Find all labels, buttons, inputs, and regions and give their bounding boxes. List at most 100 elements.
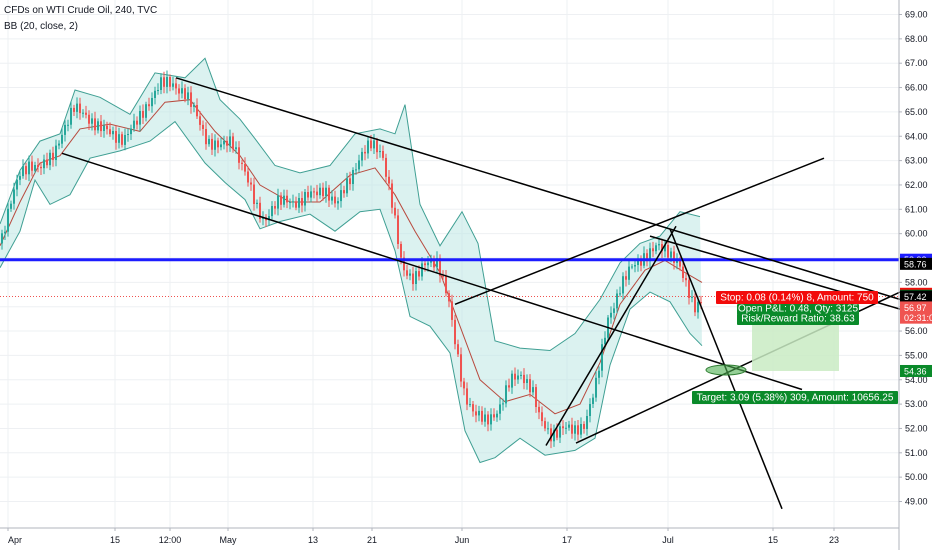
risk-reward-label-bg [737, 314, 859, 325]
y-tick-label: 50.00 [905, 472, 928, 482]
candle-body [532, 387, 534, 393]
candle-body [214, 140, 216, 150]
candle-body [649, 248, 651, 261]
candle-body [331, 196, 333, 201]
trend-line[interactable] [545, 225, 677, 446]
legend-indicator: BB (20, close, 2) [4, 21, 78, 32]
candle-body [670, 251, 672, 258]
bb-fill [0, 58, 702, 463]
candle-body [478, 410, 480, 416]
candle-body [400, 244, 402, 258]
candle-body [403, 257, 405, 271]
candle-body [103, 125, 105, 131]
y-tick-label: 60.00 [905, 229, 928, 239]
y-tick-label: 65.00 [905, 107, 928, 117]
candle-body [67, 124, 69, 126]
candle-body [475, 411, 477, 416]
candle-body [634, 265, 636, 267]
candle-body [640, 259, 642, 266]
candle-body [628, 266, 630, 280]
candle-body [235, 147, 237, 150]
candle-body [487, 414, 489, 425]
y-tick-label: 52.00 [905, 423, 928, 433]
candle-body [316, 191, 318, 196]
candle-body [502, 403, 504, 405]
candle-body [508, 385, 510, 388]
candle-body [334, 196, 336, 204]
candle-body [313, 191, 315, 193]
candle-body [652, 248, 654, 252]
candle-body [154, 90, 156, 98]
candle-body [286, 195, 288, 203]
candle-body [415, 271, 417, 284]
candle-body [28, 161, 30, 175]
candle-body [562, 426, 564, 429]
price-tag-bg [900, 301, 932, 314]
stop-label[interactable]: Stop: 0.08 (0.14%) 8, Amount: 750 [716, 291, 878, 304]
y-tick-label: 55.00 [905, 350, 928, 360]
candle-body [451, 301, 453, 320]
candle-body [94, 118, 96, 131]
candle-body [592, 397, 594, 404]
candle-body [76, 103, 78, 112]
candle-body [82, 112, 84, 114]
x-tick-label: 15 [768, 535, 778, 545]
candle-body [325, 187, 327, 197]
candle-body [43, 159, 45, 169]
candle-body [388, 176, 390, 184]
candle-body [232, 136, 234, 150]
candle-body [625, 276, 627, 280]
candle-body [514, 373, 516, 380]
candle-body [583, 424, 585, 429]
y-tick-label: 54.00 [905, 375, 928, 385]
candle-body [139, 111, 141, 125]
candle-body [133, 120, 135, 129]
candle-body [271, 206, 273, 217]
candle-body [376, 140, 378, 153]
candle-body [220, 144, 222, 148]
candle-body [193, 105, 195, 107]
candle-body [97, 121, 99, 131]
candle-body [70, 107, 72, 125]
candle-body [115, 131, 117, 143]
candle-body [250, 182, 252, 185]
x-tick-label: 13 [308, 535, 318, 545]
legend: CFDs on WTI Crude Oil, 240, TVC BB (20, … [4, 5, 157, 32]
candle-body [454, 319, 456, 345]
price-tag-text: 58.76 [904, 259, 927, 269]
candle-body [61, 134, 63, 144]
candle-body [460, 354, 462, 382]
candle-body [163, 77, 165, 87]
candle-body [166, 77, 168, 87]
candle-body [292, 201, 294, 203]
candle-body [613, 308, 615, 313]
candle-body [574, 425, 576, 434]
target-label[interactable]: Target: 3.09 (5.38%) 309, Amount: 10656.… [692, 391, 898, 404]
candle-body [241, 162, 243, 164]
candle-body [85, 112, 87, 115]
candle-body [148, 104, 150, 107]
candle-body [181, 88, 183, 94]
risk-reward-label[interactable]: Risk/Reward Ratio: 38.63 [737, 314, 859, 326]
trend-line[interactable] [61, 152, 803, 391]
candle-body [685, 278, 687, 281]
candle-body [352, 170, 354, 184]
target-ellipse[interactable] [705, 364, 747, 376]
candle-body [58, 143, 60, 146]
candle-body [157, 90, 159, 91]
candle-body [364, 151, 366, 154]
candle-body [433, 260, 435, 268]
trend-line[interactable] [454, 157, 825, 305]
legend-symbol: CFDs on WTI Crude Oil, 240, TVC [4, 5, 157, 16]
trend-line[interactable] [175, 77, 901, 301]
y-tick-label: 66.00 [905, 83, 928, 93]
y-tick-label: 53.00 [905, 399, 928, 409]
pnl-label[interactable]: Open P&L: 0.48, Qty: 3125 [737, 304, 859, 316]
price-tag-text: 54.36 [904, 366, 927, 376]
candle-body [406, 270, 408, 276]
candle-body [328, 187, 330, 201]
